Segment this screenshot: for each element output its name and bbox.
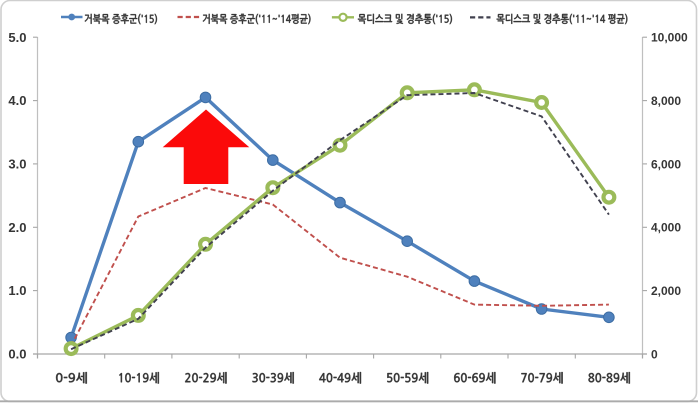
svg-text:0.0: 0.0	[8, 347, 26, 362]
svg-text:10,000: 10,000	[651, 31, 688, 45]
svg-text:8,000: 8,000	[651, 94, 681, 108]
svg-text:0: 0	[651, 347, 658, 361]
svg-text:3.0: 3.0	[8, 157, 26, 172]
svg-text:4,000: 4,000	[651, 221, 681, 235]
svg-text:2.0: 2.0	[8, 220, 26, 235]
svg-text:5.0: 5.0	[8, 30, 26, 45]
svg-text:2,000: 2,000	[651, 284, 681, 298]
svg-text:1.0: 1.0	[8, 283, 26, 298]
svg-text:6,000: 6,000	[651, 157, 681, 171]
svg-text:4.0: 4.0	[8, 93, 26, 108]
